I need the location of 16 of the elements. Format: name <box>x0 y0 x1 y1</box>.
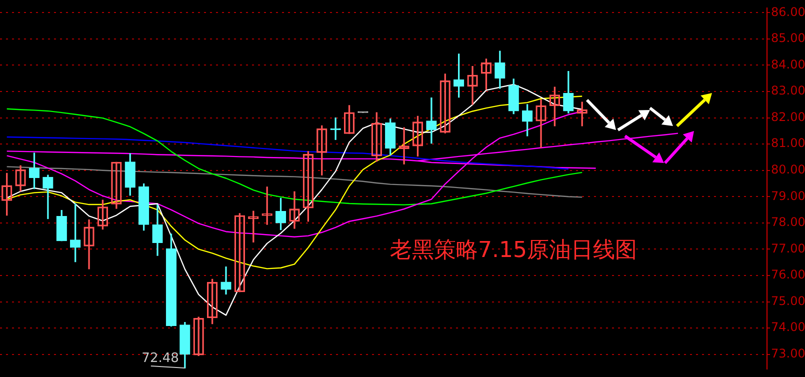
y-tick-label: 78.00 <box>771 215 805 230</box>
y-tick-label: 86.00 <box>771 4 805 19</box>
text: 老黑策略7.15原油日线图 <box>390 238 637 263</box>
y-tick-label: 73.00 <box>771 346 805 360</box>
y-tick-label: 82.00 <box>771 110 805 124</box>
y-tick-label: 84.00 <box>771 57 805 72</box>
annotation: 72.48 <box>142 350 179 366</box>
y-tick-label: 83.00 <box>771 84 805 98</box>
y-tick-label: 76.00 <box>771 268 805 282</box>
y-tick-label: 81.00 <box>771 136 805 150</box>
y-tick-label: 80.00 <box>771 162 805 176</box>
y-tick-label: 79.00 <box>771 188 805 203</box>
y-tick-label: 75.00 <box>771 294 805 308</box>
y-tick-label: 85.00 <box>771 31 805 46</box>
y-tick-label: 77.00 <box>771 241 805 256</box>
y-tick-label: 74.00 <box>771 320 805 334</box>
